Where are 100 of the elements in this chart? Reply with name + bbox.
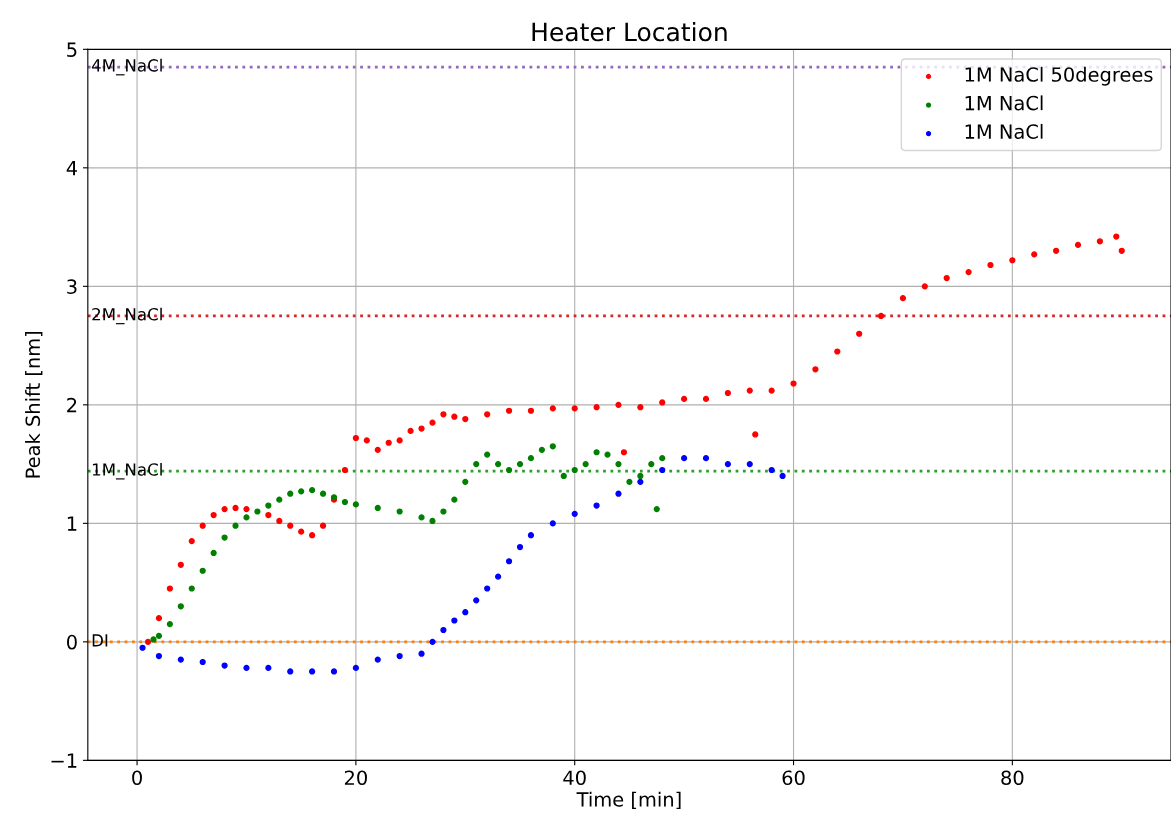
point [495,460,502,468]
point [659,455,666,462]
point [298,488,305,495]
point [341,498,349,506]
point [221,662,228,669]
y-tick-label: 3 [67,279,77,294]
point [177,603,184,610]
point [462,478,469,485]
point [549,443,556,450]
point [527,455,535,462]
point [418,650,425,657]
point [604,451,611,458]
point [429,517,436,525]
point [155,652,163,660]
legend-label: 1M NaCl [965,123,1043,139]
point [549,520,556,527]
y-tick-label: 1 [67,516,77,531]
point [243,664,250,672]
point [243,514,250,521]
point [440,626,447,634]
point [593,449,600,456]
point [495,573,502,580]
point [276,496,283,503]
point [177,656,184,663]
point [221,534,228,541]
point [451,496,458,503]
point [582,460,589,468]
x-tick-label: 80 [1001,770,1024,786]
point [352,664,359,672]
point [374,504,381,512]
point [309,487,316,494]
point [473,460,480,468]
y-tick-label: −1 [51,753,77,768]
point [484,451,491,458]
point [615,460,622,468]
x-tick-label: 0 [132,770,142,786]
chart-title: Heater Location [532,21,727,42]
point [396,508,403,515]
point [653,506,660,513]
point [681,455,688,462]
point [309,668,316,675]
point [538,446,545,453]
point [199,567,206,574]
x-tick-label: 40 [563,770,586,786]
point [724,460,731,468]
y-tick-label: 0 [67,634,77,650]
point [593,502,600,509]
point [155,632,163,640]
point [768,466,775,474]
point [440,508,447,515]
point [287,490,294,497]
point [516,543,524,551]
y-tick-label: 2 [67,397,77,413]
y-axis-title: Peak Shift [nm] [25,331,43,478]
point [473,597,480,604]
point [779,472,786,480]
point [199,658,206,666]
legend-label: 1M NaCl [965,95,1043,111]
point [571,510,578,517]
point [505,466,513,474]
point [659,466,666,474]
point [265,502,272,509]
ref-line-label: 4M_NaCl [91,58,162,76]
point [462,609,469,616]
point [626,478,633,485]
point [265,664,272,672]
point [210,549,217,557]
point [429,638,436,645]
x-axis-title: Time [min] [576,791,681,810]
point [637,472,644,480]
ref-line-label: 1M_NaCl [92,462,162,480]
point [232,522,239,529]
point [505,558,513,565]
point [396,652,403,660]
point [188,585,195,592]
y-tick-label: 5 [67,42,77,57]
point [352,501,359,508]
x-tick-label: 60 [782,770,805,786]
point [451,617,458,624]
point [527,532,535,539]
point [702,455,710,462]
point [746,460,753,468]
point [615,490,622,497]
ref-line-label: 2M_NaCl [92,307,162,325]
point [484,585,491,592]
point [330,668,338,675]
point [648,460,655,468]
ref-line-label: DI [92,634,108,647]
point [287,668,294,675]
y-tick-label: 4 [66,161,78,176]
point [319,490,327,497]
point [374,656,381,663]
point [139,644,146,651]
x-tick-label: 20 [344,770,367,786]
point [571,466,578,474]
point [150,636,157,643]
point [418,514,425,521]
point [166,620,173,628]
point [560,472,567,480]
point [254,508,261,515]
